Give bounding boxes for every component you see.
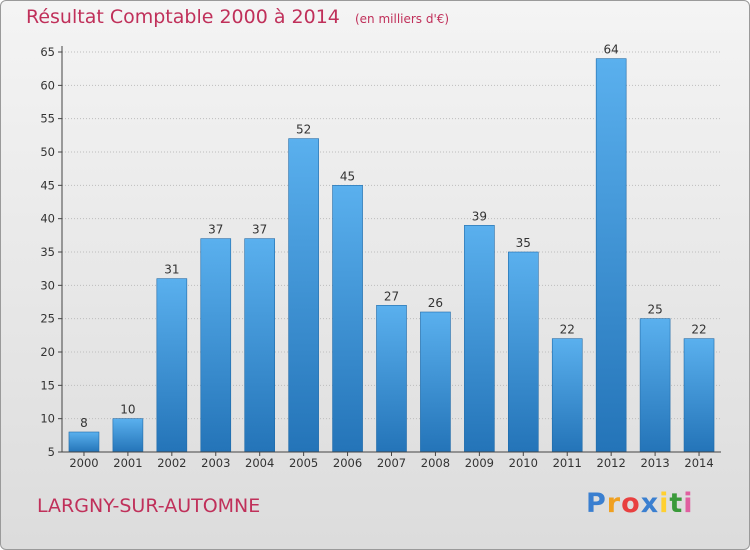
logo-letter: x: [640, 488, 660, 519]
data-label: 22: [691, 323, 706, 337]
data-label: 22: [560, 323, 575, 337]
x-tick-label: 2006: [333, 456, 362, 470]
data-label: 52: [296, 123, 311, 137]
x-tick-label: 2001: [113, 456, 142, 470]
x-tick-label: 2010: [509, 456, 538, 470]
bar: [420, 311, 451, 453]
bar: [68, 431, 100, 453]
bar: [112, 418, 144, 453]
x-tick-label: 2005: [289, 456, 318, 470]
data-label: 31: [164, 263, 179, 277]
y-tick-label: 50: [40, 145, 55, 159]
x-tick-label: 2013: [640, 456, 669, 470]
data-label: 37: [208, 223, 223, 237]
town-name: LARGNY-SUR-AUTOMNE: [37, 495, 261, 517]
logo-letter: P: [586, 488, 607, 519]
chart-title-block: Résultat Comptable 2000 à 2014 (en milli…: [26, 6, 449, 28]
y-tick-label: 30: [40, 278, 55, 292]
x-tick-label: 2002: [157, 456, 186, 470]
bar: [507, 251, 539, 453]
x-tick-label: 2007: [377, 456, 406, 470]
x-tick-label: 2012: [597, 456, 626, 470]
axes: 5 10 15 20 25 30 35 40 45 50 55 60 65 2000 2001 2002 200…: [40, 45, 721, 470]
y-tick-label: 65: [40, 45, 55, 59]
bar: [639, 318, 671, 453]
x-tick-label: 2003: [201, 456, 230, 470]
x-tick-label: 2000: [69, 456, 98, 470]
x-tick-label: 2014: [684, 456, 713, 470]
bar: [376, 305, 407, 453]
data-label: 45: [340, 169, 355, 183]
data-label: 10: [120, 403, 135, 417]
x-tick-label: 2008: [421, 456, 450, 470]
y-tick-label: 10: [40, 412, 55, 426]
proxiti-logo: Proxiti: [586, 488, 694, 519]
y-tick-label: 15: [40, 378, 55, 392]
y-tick-label: 40: [40, 212, 55, 226]
bar: [244, 238, 275, 453]
logo-letter: r: [606, 488, 622, 519]
data-label: 26: [428, 296, 443, 310]
chart-unit: (en milliers d'€): [354, 12, 450, 26]
bar: [551, 338, 583, 453]
data-label: 25: [647, 303, 662, 317]
y-tick-label: 45: [40, 178, 55, 192]
bar: [683, 338, 715, 453]
x-tick-label: 2011: [553, 456, 582, 470]
y-tick-label: 35: [40, 245, 55, 259]
bar: [595, 58, 627, 453]
logo-letter: o: [621, 488, 641, 519]
logo-letter: t: [669, 488, 684, 519]
data-label: 39: [472, 209, 487, 223]
y-tick-label: 55: [40, 112, 55, 126]
logo-letter: i: [683, 488, 694, 519]
data-label: 35: [516, 236, 531, 250]
y-tick-label: 25: [40, 312, 55, 326]
data-labels: 8 10 31 37 37 52 45 27 26 39 35 22 64 25 22: [80, 43, 707, 430]
x-tick-label: 2004: [245, 456, 274, 470]
bar: [288, 138, 319, 453]
y-tick-label: 5: [48, 445, 55, 459]
bar: [200, 238, 232, 453]
y-tick-label: 60: [40, 78, 55, 92]
data-label: 8: [80, 416, 88, 430]
bars: [68, 58, 715, 453]
data-label: 64: [604, 43, 619, 57]
bar: [156, 278, 188, 453]
bar: [464, 225, 495, 453]
bar: [332, 185, 363, 453]
chart-title: Résultat Comptable 2000 à 2014: [26, 6, 340, 28]
y-tick-label: 20: [40, 345, 55, 359]
data-label: 27: [384, 289, 399, 303]
logo-letter: i: [659, 488, 670, 519]
x-tick-label: 2009: [465, 456, 494, 470]
data-label: 37: [252, 223, 267, 237]
